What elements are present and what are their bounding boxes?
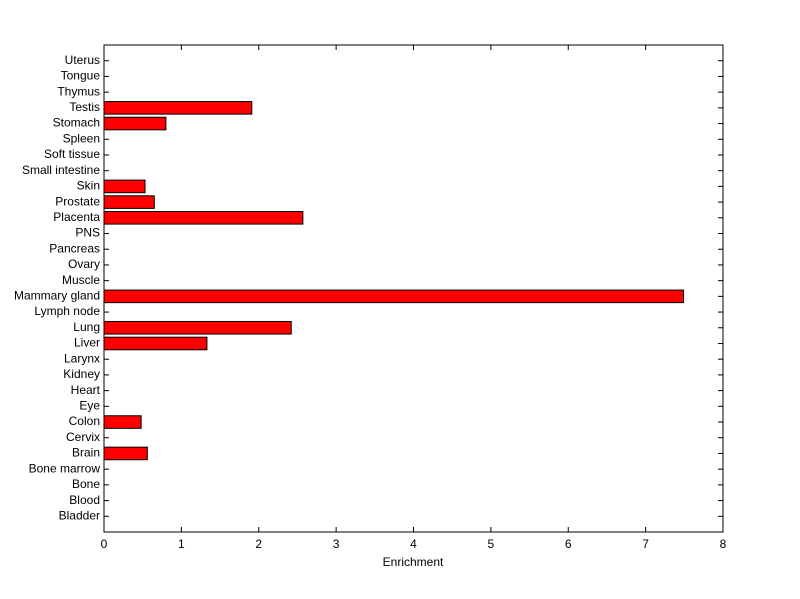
bar <box>103 289 685 304</box>
y-tick-label: Stomach <box>53 116 100 130</box>
x-tick-label: 0 <box>101 537 108 551</box>
y-tick-label: Eye <box>79 398 100 412</box>
bar <box>103 116 167 131</box>
bar <box>103 446 148 461</box>
y-tick-label: Prostate <box>55 194 100 208</box>
bar <box>103 211 304 225</box>
x-tick-label: 3 <box>333 537 340 551</box>
x-axis-label: Enrichment <box>383 555 444 569</box>
x-tick-label: 8 <box>720 537 727 551</box>
y-tick-label: Kidney <box>63 367 100 381</box>
x-tick-label: 1 <box>178 537 185 551</box>
y-tick-label: Blood <box>69 493 100 507</box>
y-tick-label: Skin <box>77 179 100 193</box>
bar <box>103 320 292 335</box>
bar <box>103 179 146 194</box>
y-tick-label: Bone <box>72 477 100 491</box>
y-tick-label: Brain <box>72 446 100 460</box>
y-tick-label: Mammary gland <box>14 289 100 303</box>
y-tick-label: PNS <box>75 226 100 240</box>
y-tick-label: Placenta <box>53 210 100 224</box>
bar <box>103 195 155 209</box>
x-tick-label: 7 <box>642 537 649 551</box>
y-tick-label: Colon <box>69 414 100 428</box>
x-tick-label: 6 <box>565 537 572 551</box>
y-tick-label: Pancreas <box>49 241 100 255</box>
y-tick-label: Bladder <box>59 508 100 522</box>
bar <box>103 415 142 429</box>
y-tick-label: Small intestine <box>22 163 100 177</box>
y-tick-label: Cervix <box>66 430 100 444</box>
x-tick-label: 2 <box>255 537 262 551</box>
y-tick-label: Soft tissue <box>44 147 100 161</box>
y-tick-label: Uterus <box>65 53 100 67</box>
y-tick-label: Lymph node <box>34 304 100 318</box>
y-tick-label: Muscle <box>62 273 100 287</box>
y-tick-label: Testis <box>69 100 100 114</box>
y-tick-label: Bone marrow <box>29 461 101 475</box>
x-tick-label: 4 <box>410 537 417 551</box>
y-tick-label: Liver <box>74 336 100 350</box>
y-tick-label: Larynx <box>64 351 100 365</box>
bar <box>103 101 253 115</box>
y-tick-label: Ovary <box>68 257 100 271</box>
y-tick-label: Tongue <box>61 69 101 83</box>
y-tick-label: Heart <box>71 383 101 397</box>
y-tick-label: Thymus <box>57 84 100 98</box>
plot-area <box>103 44 724 533</box>
y-tick-label: Spleen <box>63 131 100 145</box>
y-tick-label: Lung <box>73 320 100 334</box>
bar <box>103 336 208 351</box>
x-tick-label: 5 <box>488 537 495 551</box>
